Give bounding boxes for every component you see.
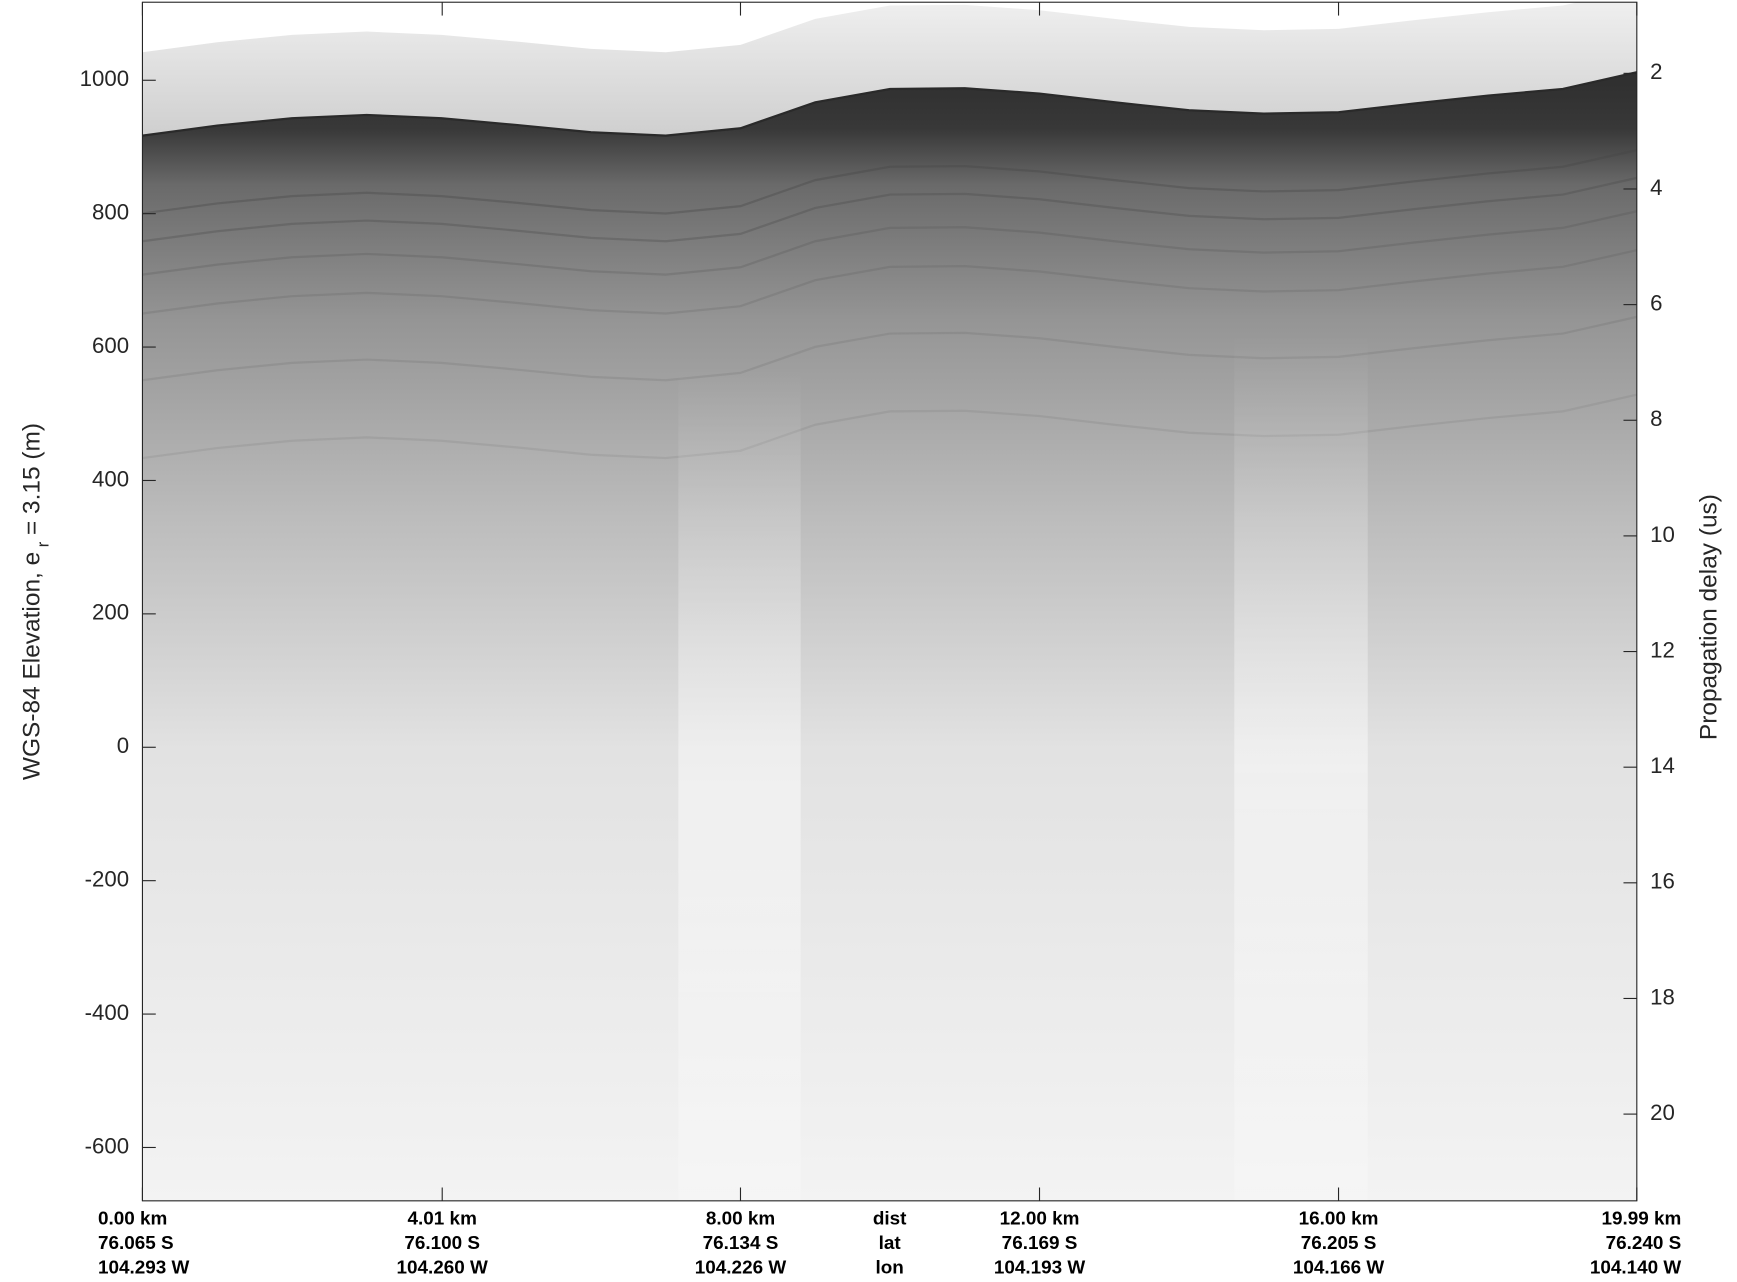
y2-tick-label: 18 (1650, 984, 1675, 1009)
internal-layer (142, 149, 1637, 215)
x-tick-label: 12.00 km (1000, 1209, 1080, 1230)
y2-tick-label: 8 (1650, 406, 1662, 431)
lon-label: 104.293 W (98, 1258, 190, 1279)
y2-tick-label: 12 (1650, 637, 1675, 662)
y2-axis-label: Propagation delay (us) (1696, 494, 1723, 740)
y-tick-label: 0 (117, 733, 129, 758)
ice-column (142, 72, 1637, 1201)
y-label-part: = 3.15 (m) (19, 423, 46, 535)
internal-layer (142, 210, 1637, 276)
y-label-subscript: r (34, 541, 53, 547)
internal-layer (142, 315, 1637, 382)
lon-label: 104.193 W (994, 1258, 1086, 1279)
echogram (142, 2, 1637, 1201)
y-tick-label: -200 (85, 867, 129, 892)
x-tick-label: 19.99 km (1601, 1209, 1681, 1230)
y-tick-label: 600 (92, 333, 129, 358)
lat-label: 76.205 S (1301, 1233, 1377, 1254)
lat-label: 76.169 S (1002, 1233, 1078, 1254)
y-tick-label: -400 (85, 1000, 129, 1025)
x-tick-label: 4.01 km (408, 1209, 477, 1230)
x-tick-label: 8.00 km (706, 1209, 775, 1230)
lat-label: 76.065 S (98, 1233, 174, 1254)
y-label-part: WGS-84 Elevation, e (19, 552, 46, 780)
lon-label: 104.140 W (1590, 1258, 1682, 1279)
internal-layer (142, 393, 1637, 460)
y2-tick-label: 14 (1650, 753, 1675, 778)
row-label: lat (879, 1233, 902, 1254)
y-tick-label: 200 (92, 600, 129, 625)
x-tick-label: 0.00 km (98, 1209, 167, 1230)
internal-layer (142, 249, 1637, 315)
washout (678, 366, 801, 1201)
y2-tick-label: 20 (1650, 1100, 1675, 1125)
y2-tick-label: 2 (1650, 59, 1662, 84)
washout (1234, 333, 1368, 1201)
y-axis-label: WGS-84 Elevation, e r = 3.15 (m) (19, 423, 53, 780)
y2-tick-label: 10 (1650, 522, 1675, 547)
y-tick-label: -600 (85, 1133, 129, 1158)
lon-label: 104.166 W (1293, 1258, 1385, 1279)
y-tick-label: 1000 (80, 66, 129, 91)
axes: -600 -400 -200 0 200 400 600 800 1000 2 4 6 8 10 12 14 1… (80, 2, 1682, 1279)
plot-frame (141, 1, 1638, 1202)
y-tick-label: 400 (92, 466, 129, 491)
y-tick-label: 800 (92, 200, 129, 225)
internal-layer (142, 176, 1637, 243)
lat-label: 76.240 S (1606, 1233, 1682, 1254)
surface-line (142, 71, 1637, 137)
row-label: dist (873, 1209, 907, 1230)
air-clutter (142, 2, 1637, 136)
y2-tick-label: 16 (1650, 869, 1675, 894)
lon-label: 104.226 W (695, 1258, 787, 1279)
lat-label: 76.100 S (404, 1233, 480, 1254)
lon-label: 104.260 W (397, 1258, 489, 1279)
row-label: lon (875, 1258, 903, 1279)
y2-tick-label: 4 (1650, 175, 1662, 200)
y2-tick-label: 6 (1650, 290, 1662, 315)
x-tick-label: 16.00 km (1299, 1209, 1379, 1230)
lat-label: 76.134 S (703, 1233, 779, 1254)
